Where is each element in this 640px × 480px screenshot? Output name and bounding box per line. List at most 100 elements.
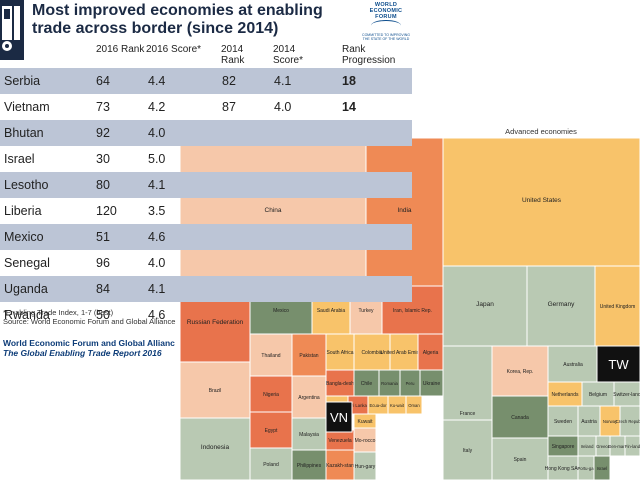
treemap-tile <box>249 411 293 449</box>
table-row: Lesotho 80 4.1 <box>0 172 412 198</box>
cell-rank2016: 50 <box>96 308 110 322</box>
tile-label: Romania <box>381 381 398 386</box>
table-row: Senegal 96 4.0 <box>0 250 412 276</box>
tile-label: Korea, Rep. <box>507 369 534 375</box>
tile-label: Thailand <box>261 353 280 359</box>
tile-label: Ireland <box>581 444 594 449</box>
treemap-tile <box>593 455 611 480</box>
cell-rank2016: 80 <box>96 178 110 192</box>
cell-country: Lesotho <box>4 178 49 192</box>
tile-label: Israel <box>597 466 607 471</box>
cell-country: Liberia <box>4 204 42 218</box>
cell-score2014: 4.1 <box>274 74 292 88</box>
title-line-1: Most improved economies at enabling <box>32 2 323 19</box>
cell-rank2016: 84 <box>96 282 110 296</box>
tile-label: Australia <box>563 362 583 368</box>
tile-label: Argentina <box>298 395 320 401</box>
tile-label: Portu-gal <box>578 466 595 471</box>
treemap-tile <box>547 455 579 480</box>
cell-country: Mexico <box>4 230 44 244</box>
title-line-2: trade across border (since 2014) <box>32 20 279 37</box>
logo-arc-icon <box>371 20 401 31</box>
cell-score2016: 4.6 <box>148 230 166 244</box>
cell-score2016: 4.1 <box>148 178 166 192</box>
tile-label: Chile <box>361 381 373 387</box>
tile-label: Mo-rocco <box>355 438 376 444</box>
tile-label: Pakistan <box>299 353 318 359</box>
cell-rank2016: 96 <box>96 256 110 270</box>
cell-country: Rwanda <box>4 308 50 322</box>
cell-rank2014: 87 <box>222 100 236 114</box>
table-row: Israel 30 5.0 <box>0 146 412 172</box>
tile-label: China <box>265 207 282 214</box>
treemap-tile <box>291 333 327 377</box>
cell-progression: 18 <box>342 74 356 88</box>
tile-label: Canada <box>511 415 529 421</box>
tile-label: Germany <box>548 301 575 308</box>
highlight-label: VN <box>330 410 348 425</box>
treemap-tile <box>442 137 640 267</box>
tile-label: Bangla-desh <box>326 381 354 387</box>
tile-label: Saudi Arabia <box>317 308 346 314</box>
logo-word-3: FORUM <box>375 14 397 20</box>
cell-score2016: 4.1 <box>148 282 166 296</box>
cell-country: Senegal <box>4 256 50 270</box>
cell-rank2016: 51 <box>96 230 110 244</box>
tile-label: Singapore <box>552 444 575 450</box>
treemap-tile <box>353 451 377 480</box>
tile-label: Russian Federation <box>187 319 244 326</box>
header-2016-rank: 2016 Rank <box>96 44 145 55</box>
cell-score2016: 4.0 <box>148 126 166 140</box>
tile-label: Peru <box>406 381 416 386</box>
tile-label: Spain <box>514 457 527 463</box>
cell-country: Uganda <box>4 282 48 296</box>
treemap-tile <box>353 333 391 371</box>
tile-label: Philippines <box>297 463 322 469</box>
treemap-tile <box>526 265 596 347</box>
header-rank-progression: Rank Progression <box>342 44 396 66</box>
treemap-tile <box>624 435 640 457</box>
table-row: Serbia 64 4.4 82 4.1 18 <box>0 68 412 94</box>
tile-label: Colombia <box>361 350 382 356</box>
tile-label: Austria <box>581 419 597 425</box>
treemap-tile <box>547 405 579 437</box>
tile-label: Sri Lanka <box>349 403 367 408</box>
header-2014-score: 2014 Score* <box>273 44 304 66</box>
tile-label: Hun-gary <box>355 464 376 470</box>
credit-line-2: The Global Enabling Trade Report 2016 <box>3 348 162 358</box>
tile-label: United States <box>522 197 562 204</box>
header-2016-score: 2016 Score* <box>146 44 202 55</box>
treemap-tile <box>249 333 293 377</box>
tile-label: United Kingdom <box>600 304 636 310</box>
tile-label: Switzer-land <box>613 392 640 398</box>
logo-tagline: COMMITTED TO IMPROVING THE STATE OF THE … <box>362 33 410 41</box>
cell-score2016: 5.0 <box>148 152 166 166</box>
cell-score2016: 4.6 <box>148 308 166 322</box>
cell-score2016: 4.0 <box>148 256 166 270</box>
cell-country: Vietnam <box>4 100 50 114</box>
treemap-tile <box>325 369 355 397</box>
header-2014-rank: 2014 Rank <box>221 44 245 66</box>
treemap-tile <box>491 437 549 480</box>
tile-label: Turkey <box>358 308 374 314</box>
treemap-tile <box>179 137 367 287</box>
highlight-box <box>325 401 353 433</box>
treemap-tile <box>291 449 327 480</box>
cell-score2014: 4.0 <box>274 100 292 114</box>
truck-icon <box>0 0 24 60</box>
table-notes: *Enabling Trade Index, 1-7 (best) Source… <box>3 308 178 326</box>
cell-rank2016: 30 <box>96 152 110 166</box>
tile-label: France <box>460 411 476 417</box>
credit: World Economic Forum and Global Allianc … <box>3 338 178 358</box>
treemap-tile <box>365 137 444 287</box>
cell-rank2016: 73 <box>96 100 110 114</box>
table-row: Bhutan 92 4.0 <box>0 120 412 146</box>
table-row: Uganda 84 4.1 <box>0 276 412 302</box>
tile-label: Belgium <box>589 392 607 398</box>
logo-word-1: WORLD <box>374 2 398 8</box>
tile-label: Japan <box>476 301 494 308</box>
tile-label: Norway <box>603 419 618 424</box>
treemap-tile <box>291 375 327 419</box>
cell-score2016: 3.5 <box>148 204 166 218</box>
highlight-label: TW <box>608 357 629 372</box>
